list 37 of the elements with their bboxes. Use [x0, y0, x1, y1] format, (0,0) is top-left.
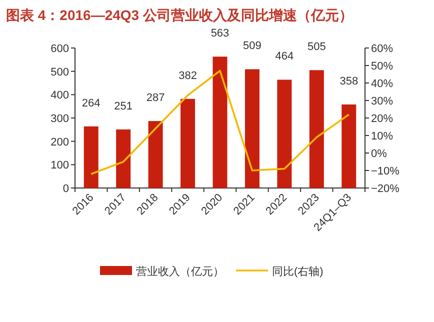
y2-tick-label: 30% — [371, 96, 394, 108]
data-label: 264 — [82, 97, 100, 110]
y2-tick-label: 20% — [371, 113, 394, 125]
y2-tick-label: 60% — [371, 43, 394, 55]
bar — [277, 80, 292, 188]
y-tick-label: 600 — [50, 43, 69, 55]
data-label: 382 — [178, 70, 197, 82]
y-tick-label: 400 — [50, 90, 69, 102]
y2-tick-label: −20% — [371, 183, 400, 195]
legend-label: 营业收入（亿元） — [136, 265, 224, 278]
y-tick-label: 500 — [50, 66, 69, 78]
bar — [84, 126, 98, 188]
bar — [148, 121, 163, 188]
y2-tick-label: 50% — [371, 60, 394, 72]
chart-title: 图表 4：2016—24Q3 公司营业收入及同比增速（亿元） — [6, 7, 353, 23]
y-tick-label: 0 — [62, 183, 69, 195]
data-label: 505 — [307, 41, 326, 54]
data-label: 464 — [275, 50, 294, 63]
y2-tick-label: 40% — [371, 78, 394, 90]
data-label: 563 — [210, 28, 230, 40]
bar — [309, 70, 324, 188]
y-tick-label: 200 — [50, 136, 69, 148]
y2-tick-label: 10% — [371, 130, 394, 142]
y2-tick-label: 0% — [371, 148, 388, 160]
data-label: 251 — [114, 100, 133, 112]
y2-tick-label: −10% — [371, 166, 400, 178]
bar — [180, 98, 196, 188]
bar — [244, 69, 260, 188]
data-label: 509 — [243, 40, 262, 52]
bar — [116, 129, 131, 188]
bar — [342, 104, 356, 188]
bar — [212, 56, 228, 188]
y-tick-label: 100 — [50, 160, 69, 172]
data-label: 287 — [146, 92, 165, 104]
legend-label: 同比(右轴) — [272, 265, 324, 278]
data-label: 358 — [340, 75, 358, 88]
y-tick-label: 300 — [50, 113, 69, 125]
